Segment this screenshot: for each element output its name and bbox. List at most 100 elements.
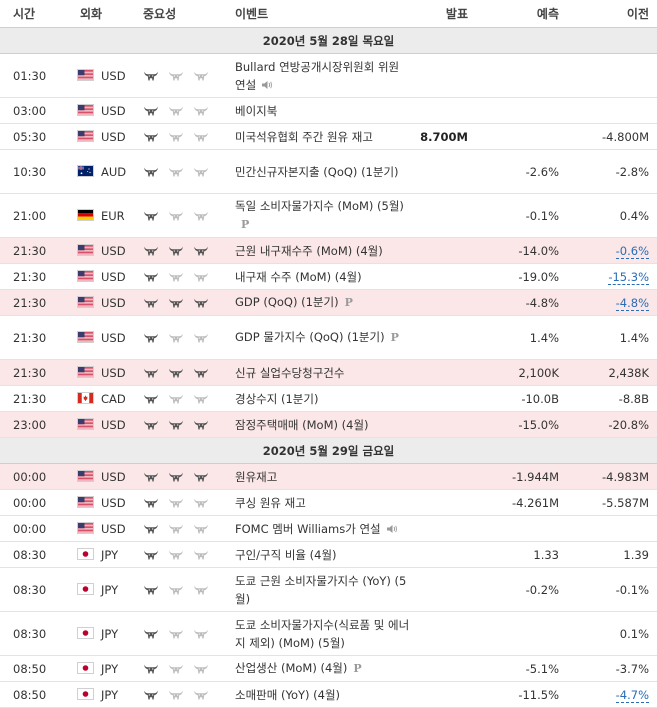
speaker-icon[interactable]: [386, 524, 398, 534]
event-currency: EUR: [101, 208, 125, 223]
event-name-cell[interactable]: 잠정주택매매 (MoM) (4월): [230, 411, 412, 438]
event-row[interactable]: 00:00 USD FOMC 멤버 Williams가 연설: [0, 515, 657, 542]
event-row[interactable]: 10:30 AUD 민간신규자본지출 (QoQ) (1분기) -2.6% -2.8%: [0, 149, 657, 194]
event-previous-revised[interactable]: -4.7%: [615, 687, 649, 703]
event-time: 21:30: [0, 263, 72, 290]
event-row[interactable]: 21:30 USD 근원 내구재수주 (MoM) (4월) -14.0% -0.6%: [0, 237, 657, 264]
event-name[interactable]: GDP 물가지수 (QoQ) (1분기): [235, 330, 385, 344]
event-previous-revised[interactable]: -15.3%: [608, 269, 649, 285]
event-currency-cell: EUR: [72, 193, 136, 238]
event-name-cell[interactable]: Bullard 연방공개시장위원회 위원 연설: [230, 53, 412, 98]
event-name-cell[interactable]: GDP 물가지수 (QoQ) (1분기) P: [230, 315, 412, 360]
event-row[interactable]: 08:30 JPY 도쿄 소비자물가지수(식료품 및 에너지 제외) (MoM) (…: [0, 611, 657, 656]
event-name-cell[interactable]: FOMC 멤버 Williams가 연설: [230, 515, 412, 542]
event-name-cell[interactable]: 경상수지 (1분기): [230, 385, 412, 412]
event-row[interactable]: 23:00 USD 잠정주택매매 (MoM) (4월) -15.0% -20.8%: [0, 411, 657, 438]
event-name[interactable]: FOMC 멤버 Williams가 연설: [235, 521, 381, 536]
bull-icon-active: [144, 664, 158, 673]
event-row[interactable]: 01:30 USD Bullard 연방공개시장위원회 위원 연설: [0, 53, 657, 98]
event-row[interactable]: 00:00 USD 쿠싱 원유 재고 -4.261M -5.587M: [0, 489, 657, 516]
event-name-cell[interactable]: 도쿄 근원 소비자물가지수 (YoY) (5월): [230, 567, 412, 612]
event-importance: [136, 541, 230, 568]
event-name[interactable]: 도쿄 소비자물가지수(식료품 및 에너지 제외) (MoM) (5월): [235, 617, 410, 650]
event-row[interactable]: 08:30 JPY 구인/구직 비율 (4월) 1.33 1.39: [0, 541, 657, 568]
event-time: 08:30: [0, 541, 72, 568]
header-actual[interactable]: 발표: [412, 0, 476, 28]
event-name-cell[interactable]: 산업생산 (MoM) (4월) P: [230, 655, 412, 682]
event-previous: -4.983M: [602, 469, 649, 484]
event-name[interactable]: Bullard 연방공개시장위원회 위원 연설: [235, 59, 400, 92]
event-name[interactable]: 구인/구직 비율 (4월): [235, 547, 337, 562]
header-time[interactable]: 시간: [0, 0, 72, 28]
event-name[interactable]: 베이지북: [235, 103, 278, 118]
event-row[interactable]: 08:30 JPY 도쿄 근원 소비자물가지수 (YoY) (5월) -0.2% -0.…: [0, 567, 657, 612]
header-event[interactable]: 이벤트: [230, 0, 412, 28]
event-name-cell[interactable]: 베이지북: [230, 97, 412, 124]
event-row[interactable]: 21:30 USD 내구재 수주 (MoM) (4월) -19.0% -15.3%: [0, 263, 657, 290]
event-row[interactable]: 21:30 CAD 경상수지 (1분기) -10.0B -8.8B: [0, 385, 657, 412]
event-row[interactable]: 08:50 JPY 산업생산 (MoM) (4월) P -5.1% -3.7%: [0, 655, 657, 682]
event-name-cell[interactable]: 민간신규자본지출 (QoQ) (1분기): [230, 149, 412, 194]
event-row[interactable]: 03:00 USD 베이지북: [0, 97, 657, 124]
event-time: 00:00: [0, 489, 72, 516]
event-name[interactable]: 민간신규자본지출 (QoQ) (1분기): [235, 164, 399, 179]
event-name-cell[interactable]: 신규 실업수당청구건수: [230, 359, 412, 386]
bull-icon-active: [144, 106, 158, 115]
event-name-cell[interactable]: 독일 소비자물가지수 (MoM) (5월) P: [230, 193, 412, 238]
bull-icon-active: [194, 246, 208, 255]
event-time: 21:30: [0, 359, 72, 386]
event-row[interactable]: 05:30 USD 미국석유협회 주간 원유 재고 8.700M -4.800M: [0, 123, 657, 150]
event-importance: [136, 611, 230, 656]
event-importance: [136, 515, 230, 542]
event-importance: [136, 489, 230, 516]
event-name-cell[interactable]: 쿠싱 원유 재고: [230, 489, 412, 516]
event-name-cell[interactable]: 도쿄 소비자물가지수(식료품 및 에너지 제외) (MoM) (5월): [230, 611, 412, 656]
event-previous-cell: -2.8%: [567, 149, 657, 194]
event-row[interactable]: 00:00 USD 원유재고 -1.944M -4.983M: [0, 463, 657, 490]
bull-icon-active: [144, 167, 158, 176]
event-name-cell[interactable]: 소매판매 (YoY) (4월): [230, 681, 412, 708]
event-name-cell[interactable]: GDP (QoQ) (1분기) P: [230, 289, 412, 316]
event-name[interactable]: 소매판매 (YoY) (4월): [235, 687, 341, 702]
event-name-cell[interactable]: 구인/구직 비율 (4월): [230, 541, 412, 568]
event-name-cell[interactable]: 근원 내구재수주 (MoM) (4월): [230, 237, 412, 264]
event-name[interactable]: 신규 실업수당청구건수: [235, 365, 345, 380]
event-row[interactable]: 21:30 USD 신규 실업수당청구건수 2,100K 2,438K: [0, 359, 657, 386]
header-importance[interactable]: 중요성: [136, 0, 230, 28]
bull-icon-active: [169, 298, 183, 307]
event-previous: -5.587M: [602, 495, 649, 510]
event-name[interactable]: 잠정주택매매 (MoM) (4월): [235, 417, 369, 432]
event-name[interactable]: 원유재고: [235, 469, 278, 484]
header-currency[interactable]: 외화: [72, 0, 136, 28]
header-forecast[interactable]: 예측: [476, 0, 567, 28]
event-row[interactable]: 21:00 EUR 독일 소비자물가지수 (MoM) (5월) P -0.1% 0.4%: [0, 193, 657, 238]
event-name[interactable]: 미국석유협회 주간 원유 재고: [235, 129, 373, 144]
event-actual: [412, 289, 476, 316]
event-row[interactable]: 21:30 USD GDP 물가지수 (QoQ) (1분기) P 1.4% 1.4%: [0, 315, 657, 360]
event-previous-cell: -0.1%: [567, 567, 657, 612]
event-name-cell[interactable]: 원유재고: [230, 463, 412, 490]
event-name[interactable]: GDP (QoQ) (1분기): [235, 295, 339, 309]
event-currency: JPY: [101, 547, 119, 562]
event-name[interactable]: 도쿄 근원 소비자물가지수 (YoY) (5월): [235, 573, 407, 606]
event-name[interactable]: 독일 소비자물가지수 (MoM) (5월): [235, 199, 404, 213]
header-previous[interactable]: 이전: [567, 0, 657, 28]
event-name[interactable]: 쿠싱 원유 재고: [235, 495, 306, 510]
event-previous-revised[interactable]: -0.6%: [615, 243, 649, 259]
event-row[interactable]: 21:30 USD GDP (QoQ) (1분기) P -4.8% -4.8%: [0, 289, 657, 316]
event-previous-cell: 1.39: [567, 541, 657, 568]
us-flag-icon: [77, 243, 94, 256]
event-name[interactable]: 내구재 수주 (MoM) (4월): [235, 269, 362, 284]
event-name[interactable]: 경상수지 (1분기): [235, 391, 319, 406]
event-name-cell[interactable]: 미국석유협회 주간 원유 재고: [230, 123, 412, 150]
event-previous-revised[interactable]: -4.8%: [615, 295, 649, 311]
event-name[interactable]: 산업생산 (MoM) (4월): [235, 661, 348, 675]
event-previous-cell: -3.7%: [567, 655, 657, 682]
speaker-icon[interactable]: [261, 80, 273, 90]
bull-icon-inactive: [169, 272, 183, 281]
event-name-cell[interactable]: 내구재 수주 (MoM) (4월): [230, 263, 412, 290]
event-row[interactable]: 08:50 JPY 소매판매 (YoY) (4월) -11.5% -4.7%: [0, 681, 657, 708]
event-currency-cell: USD: [72, 289, 136, 316]
event-name[interactable]: 근원 내구재수주 (MoM) (4월): [235, 243, 383, 258]
event-forecast: -15.0%: [476, 411, 567, 438]
